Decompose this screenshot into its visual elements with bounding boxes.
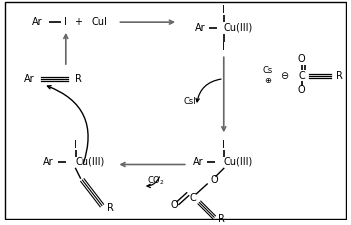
Text: Cu(III): Cu(III) <box>224 23 253 33</box>
Text: CsI: CsI <box>183 97 196 106</box>
Text: R: R <box>107 203 114 213</box>
Text: CO$_2$: CO$_2$ <box>147 175 164 187</box>
Text: I: I <box>222 42 225 52</box>
Text: Ar: Ar <box>44 157 54 166</box>
Text: CuI: CuI <box>91 17 107 27</box>
Text: O: O <box>210 175 218 185</box>
Text: I: I <box>222 5 225 16</box>
Text: O: O <box>298 86 306 95</box>
Text: ⊕: ⊕ <box>264 76 271 85</box>
Text: Cs: Cs <box>263 66 273 75</box>
Text: Ar: Ar <box>24 74 34 84</box>
Text: O: O <box>170 200 178 210</box>
Text: I: I <box>64 17 67 27</box>
Text: ⊖: ⊖ <box>280 71 288 81</box>
Text: Cu(III): Cu(III) <box>224 157 253 166</box>
Text: O: O <box>298 54 306 64</box>
Text: Ar: Ar <box>194 23 205 33</box>
Text: Ar: Ar <box>32 17 42 27</box>
Text: Ar: Ar <box>193 157 203 166</box>
Text: R: R <box>218 214 225 224</box>
Text: I: I <box>222 140 225 150</box>
Text: C: C <box>298 71 305 81</box>
Text: C: C <box>189 193 196 203</box>
Text: R: R <box>336 71 343 81</box>
Text: R: R <box>74 74 81 84</box>
Text: I: I <box>74 140 77 150</box>
Text: Cu(III): Cu(III) <box>75 157 105 166</box>
Text: +: + <box>74 17 82 27</box>
